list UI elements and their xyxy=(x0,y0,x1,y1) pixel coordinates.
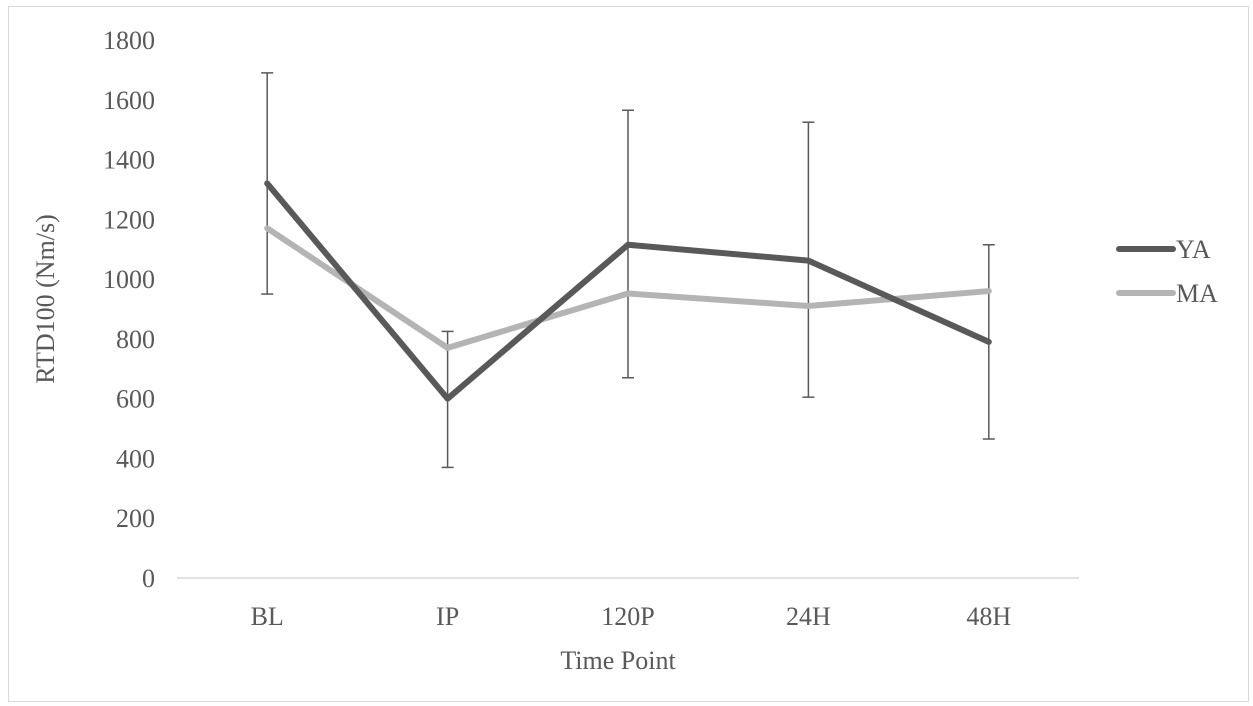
x-tick-label: 120P xyxy=(601,602,654,631)
y-axis-tick-labels: 0 200 400 600 800 1000 1200 1400 1600 1800 xyxy=(103,26,155,593)
y-tick-label: 1400 xyxy=(103,146,155,175)
y-tick-label: 0 xyxy=(142,564,155,593)
series-line-ma xyxy=(264,225,992,351)
y-tick-label: 400 xyxy=(116,444,155,473)
rtd100-line-chart: 0 200 400 600 800 1000 1200 1400 1600 1800 BL IP 12… xyxy=(31,26,1218,675)
x-axis-tick-labels: BL IP 120P 24H 48H xyxy=(251,602,1012,631)
y-tick-label: 800 xyxy=(116,325,155,354)
y-tick-label: 200 xyxy=(116,504,155,533)
x-tick-label: IP xyxy=(436,602,459,631)
y-tick-label: 600 xyxy=(116,385,155,414)
x-axis-title: Time Point xyxy=(560,646,676,675)
series-lines xyxy=(264,180,992,402)
legend-item-ya: YA xyxy=(1116,235,1211,264)
y-tick-label: 1200 xyxy=(103,205,155,234)
y-axis-title: RTD100 (Nm/s) xyxy=(31,214,60,384)
y-tick-label: 1800 xyxy=(103,26,155,55)
legend: YA MA xyxy=(1116,235,1218,308)
legend-label: MA xyxy=(1176,279,1218,308)
x-tick-label: BL xyxy=(251,602,284,631)
x-tick-label: 24H xyxy=(786,602,831,631)
error-bars xyxy=(261,72,995,469)
x-tick-label: 48H xyxy=(966,602,1011,631)
legend-label: YA xyxy=(1176,235,1211,264)
chart-frame: 0 200 400 600 800 1000 1200 1400 1600 1800 BL IP 12… xyxy=(8,6,1249,702)
y-tick-label: 1000 xyxy=(103,265,155,294)
legend-item-ma: MA xyxy=(1116,279,1218,308)
series-line-ya xyxy=(264,180,992,402)
y-tick-label: 1600 xyxy=(103,86,155,115)
